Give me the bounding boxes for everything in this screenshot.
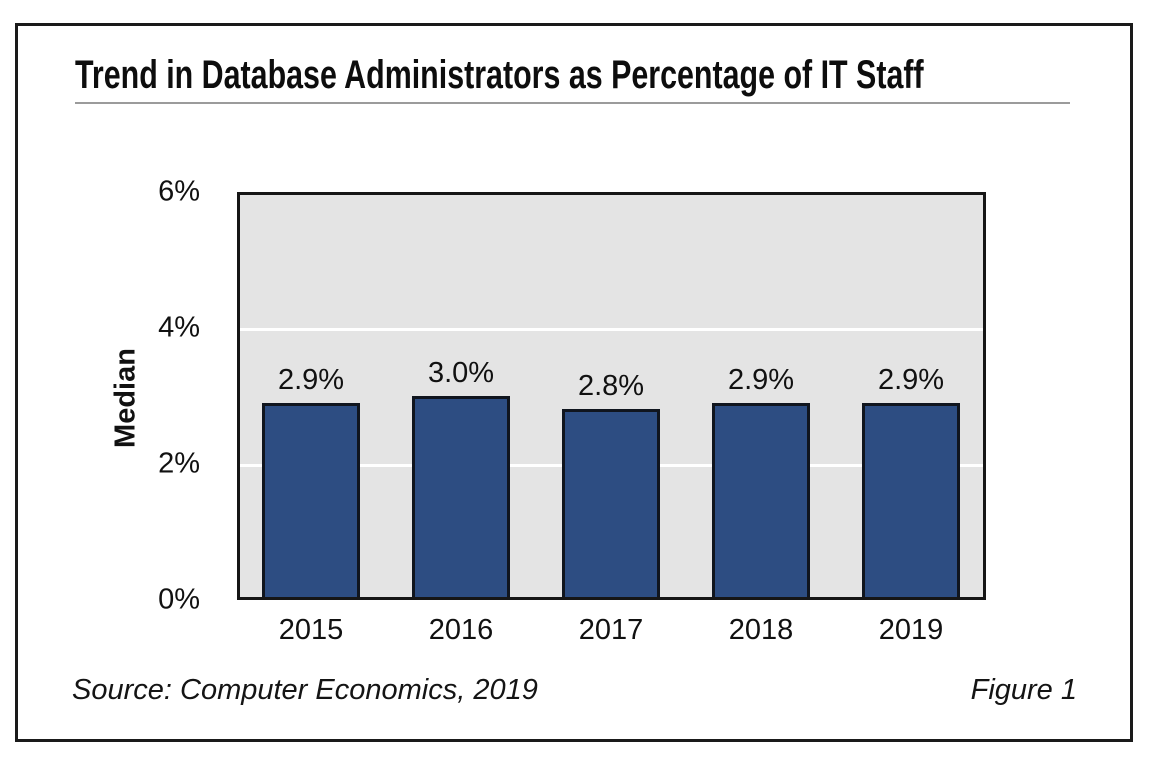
figure-card: Trend in Database Administrators as Perc…: [15, 23, 1133, 742]
y-tick-4pct: 4%: [158, 311, 200, 344]
bar-group-2015: 2.9%: [262, 195, 360, 597]
plot-area: 2.9% 3.0% 2.8% 2.9% 2.9%: [237, 192, 986, 600]
bar-group-2019: 2.9%: [862, 195, 960, 597]
title-underline: [75, 102, 1070, 104]
x-tick-2016: 2016: [428, 614, 494, 646]
bar-2016: 3.0%: [412, 357, 510, 597]
x-axis-ticks: 2015 2016 2017 2018 2019: [237, 614, 986, 654]
bar-value-label-2015: 2.9%: [277, 363, 345, 396]
bar-value-label-2017: 2.8%: [577, 370, 645, 403]
bar-value-label-2019: 2.9%: [877, 363, 945, 396]
y-tick-0pct: 0%: [158, 583, 200, 616]
x-tick-2018: 2018: [728, 614, 794, 646]
bar-value-label-2018: 2.9%: [727, 363, 795, 396]
bar-2019: 2.9%: [862, 364, 960, 597]
bar-2015: 2.9%: [262, 364, 360, 597]
bar-2018: 2.9%: [712, 364, 810, 597]
bar-group-2016: 3.0%: [412, 195, 510, 597]
source-note: Source: Computer Economics, 2019: [72, 674, 538, 706]
x-tick-2019: 2019: [878, 614, 944, 646]
y-axis-ticks: 6% 4% 2% 0%: [18, 176, 200, 616]
x-tick-2017: 2017: [578, 614, 644, 646]
bar-2017: 2.8%: [562, 370, 660, 597]
bar-value-label-2016: 3.0%: [427, 357, 495, 389]
figure-footer: Source: Computer Economics, 2019 Figure …: [72, 674, 1077, 707]
y-tick-2pct: 2%: [158, 447, 200, 480]
bar-group-2017: 2.8%: [562, 195, 660, 597]
figure-number: Figure 1: [970, 674, 1077, 706]
x-tick-2015: 2015: [278, 614, 344, 646]
y-tick-6pct: 6%: [158, 175, 200, 208]
chart-title: Trend in Database Administrators as Perc…: [75, 53, 924, 97]
gridline-4pct: [240, 328, 983, 331]
bar-group-2018: 2.9%: [712, 195, 810, 597]
